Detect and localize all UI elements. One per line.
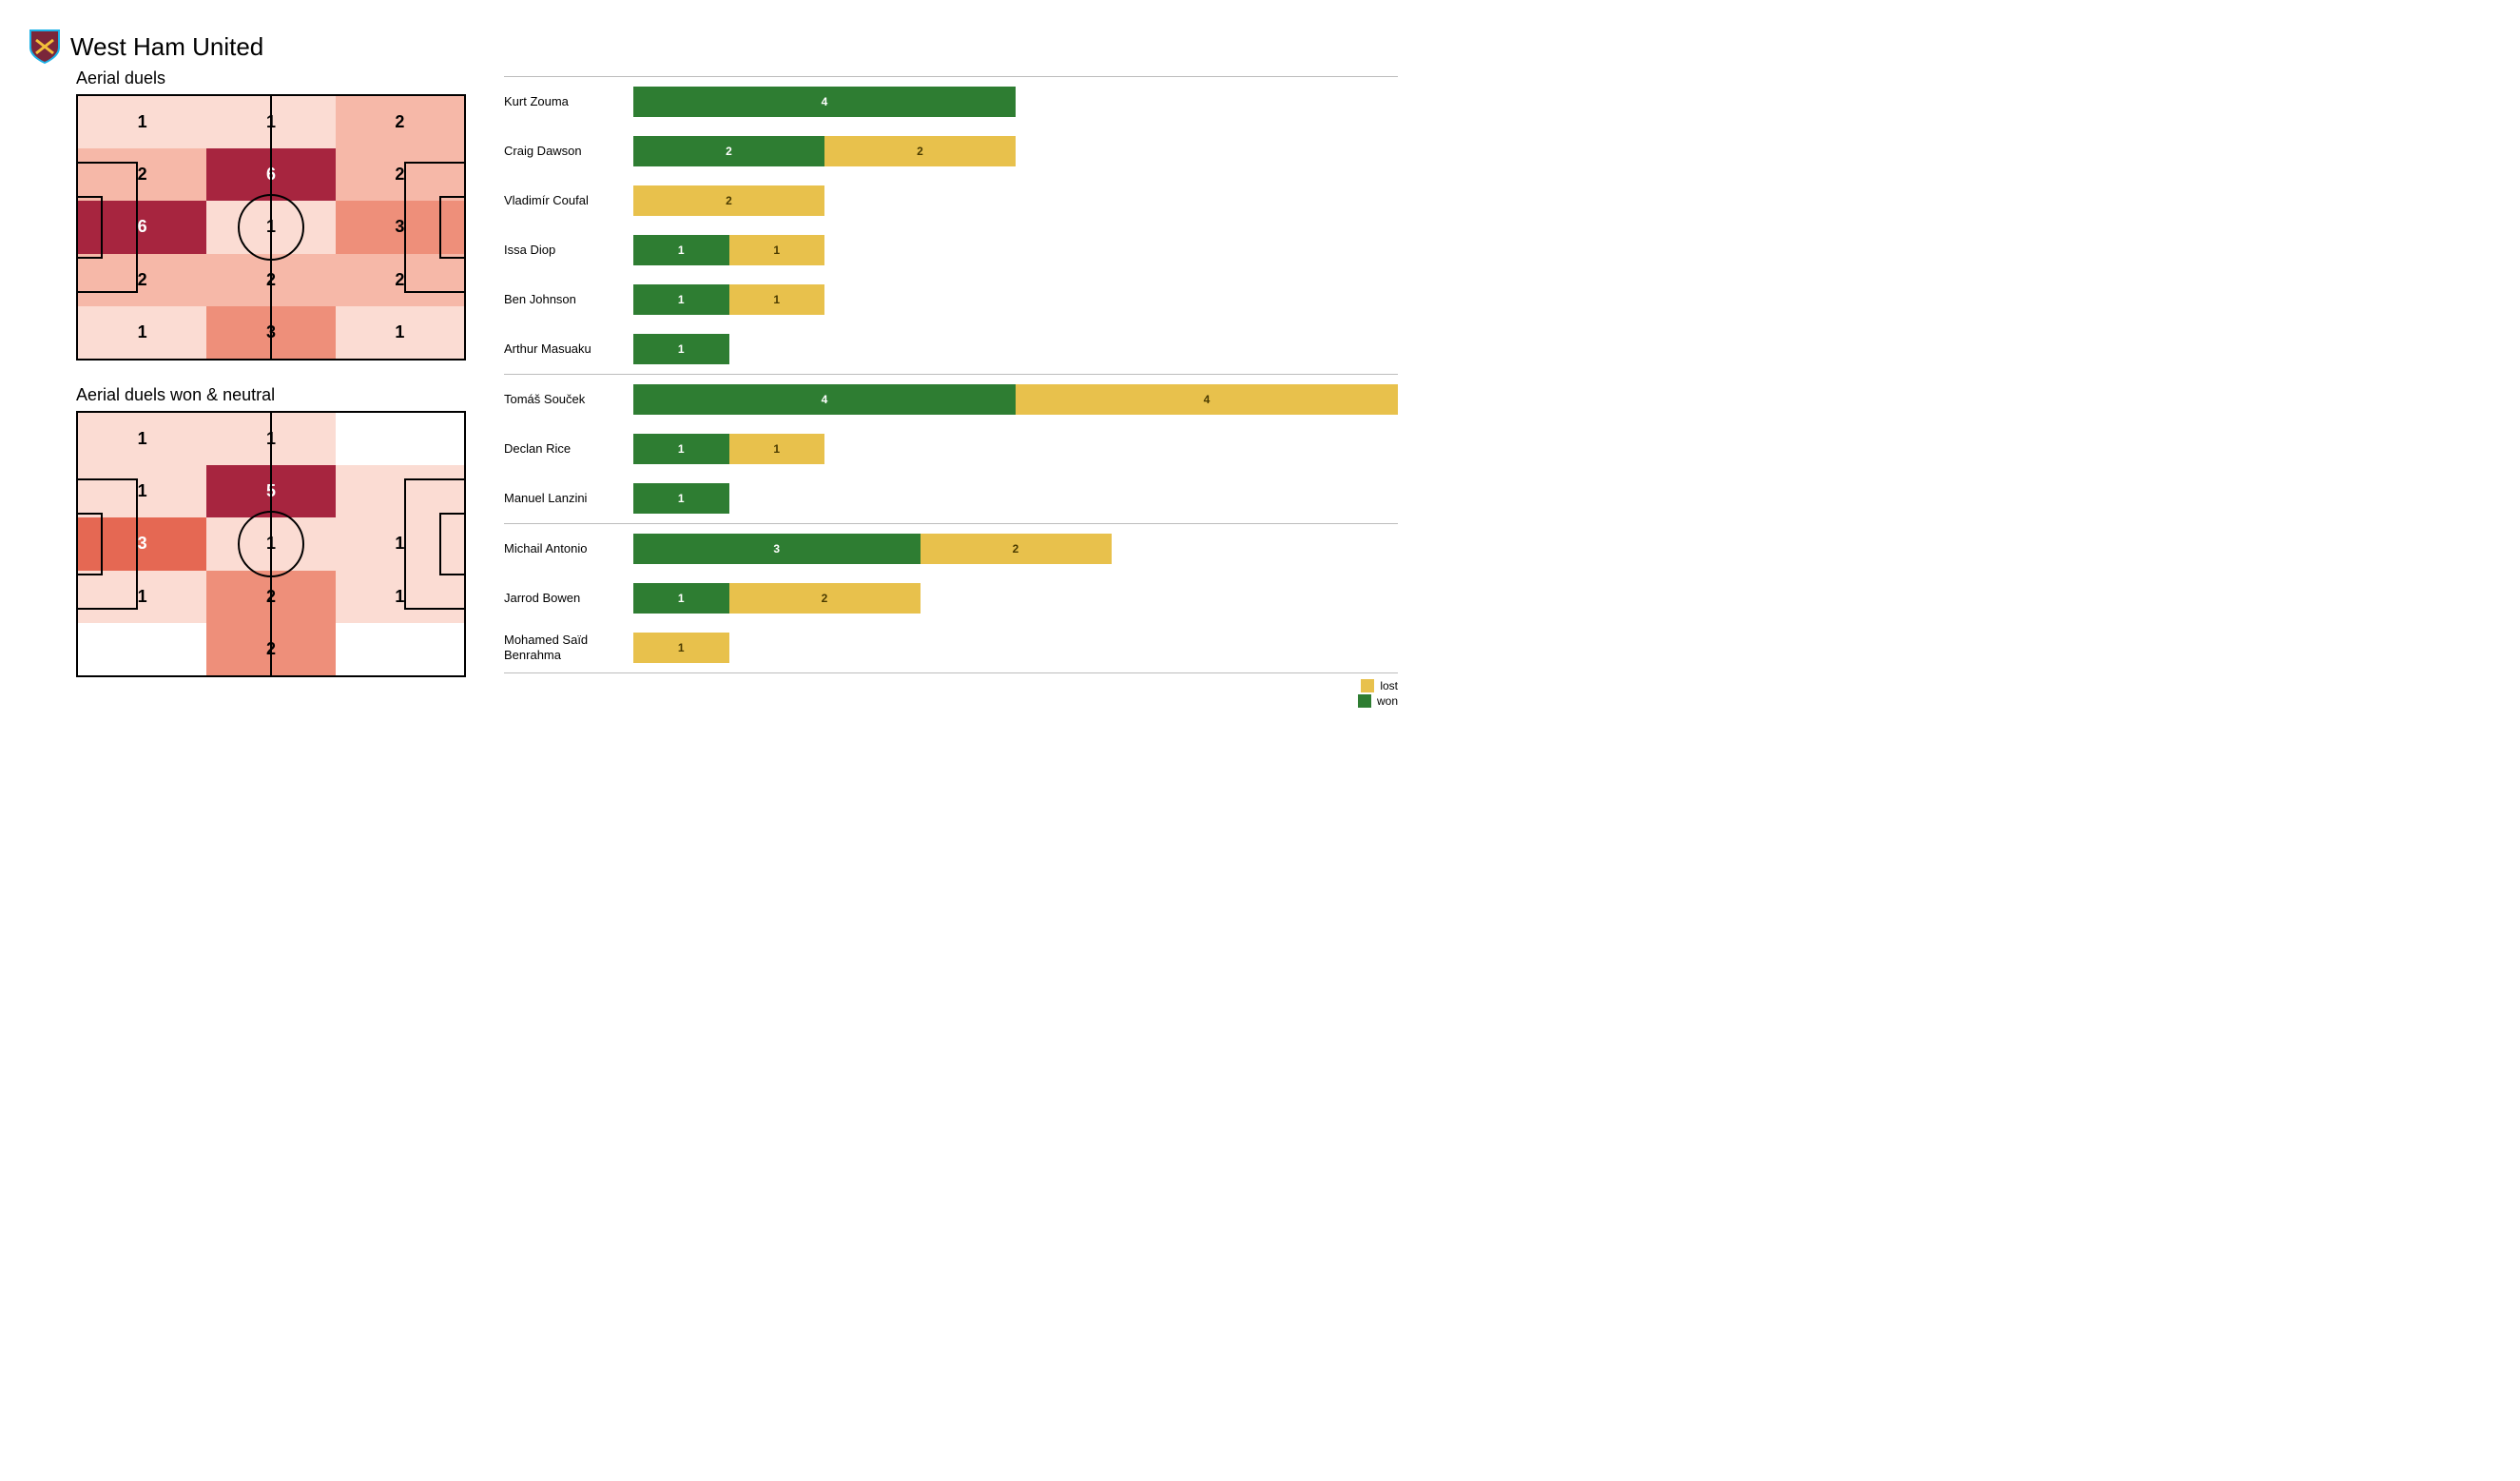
bar-segment-won: 1 (633, 583, 729, 614)
bar-segment-lost: 2 (824, 136, 1016, 166)
bar-segment-won: 4 (633, 87, 1016, 117)
bar-track: 1 (633, 633, 1398, 663)
player-name: Tomáš Souček (504, 392, 618, 407)
bar-segment-won: 1 (633, 284, 729, 315)
player-name: Issa Diop (504, 243, 618, 258)
bar-segment-lost: 1 (729, 284, 825, 315)
player-name: Arthur Masuaku (504, 341, 618, 357)
heat-cell: 1 (78, 306, 206, 359)
heat-cell: 1 (78, 413, 206, 465)
player-name: Craig Dawson (504, 144, 618, 159)
bar-track: 4 (633, 87, 1398, 117)
bar-segment-lost: 1 (729, 235, 825, 265)
bar-segment-won: 3 (633, 534, 921, 564)
page-root: West Ham United Aerial duels112262613222… (29, 29, 1398, 708)
pitch-box-left-inner (76, 196, 103, 259)
pitch-center-circle (238, 194, 304, 261)
player-name: Jarrod Bowen (504, 591, 618, 606)
bar-row: Michail Antonio 32 (504, 524, 1398, 574)
bar-segment-lost: 2 (633, 185, 824, 216)
bar-track: 12 (633, 583, 1398, 614)
legend: lost won (504, 679, 1398, 708)
bar-row: Ben Johnson 11 (504, 275, 1398, 324)
pitch: 11153111212 (76, 411, 466, 677)
bar-segment-lost: 1 (729, 434, 825, 464)
bar-segment-won: 4 (633, 384, 1016, 415)
bar-row: Vladimír Coufal 2 (504, 176, 1398, 225)
player-name: Manuel Lanzini (504, 491, 618, 506)
pitch: 112262613222131 (76, 94, 466, 361)
bar-row: Issa Diop 11 (504, 225, 1398, 275)
bars-section: Kurt Zouma4Craig Dawson22Vladimír Coufal… (504, 76, 1398, 374)
pitch-box-right-inner (439, 513, 466, 575)
heat-cell (78, 623, 206, 675)
bar-track: 44 (633, 384, 1398, 415)
bar-segment-lost: 2 (921, 534, 1112, 564)
heatmaps-column: Aerial duels112262613222131Aerial duels … (29, 68, 466, 708)
bar-track: 11 (633, 235, 1398, 265)
legend-label: lost (1380, 679, 1398, 692)
player-name: Ben Johnson (504, 292, 618, 307)
bar-row: Manuel Lanzini 1 (504, 474, 1398, 523)
bars-section: Tomáš Souček44Declan Rice11Manuel Lanzin… (504, 374, 1398, 523)
bar-track: 22 (633, 136, 1398, 166)
bar-track: 1 (633, 483, 1398, 514)
content: Aerial duels112262613222131Aerial duels … (29, 68, 1398, 708)
bar-row: Craig Dawson 22 (504, 127, 1398, 176)
pitch-box-left-inner (76, 513, 103, 575)
bar-segment-lost: 1 (633, 633, 729, 663)
legend-item: lost (1361, 679, 1398, 692)
bar-track: 2 (633, 185, 1398, 216)
heat-cell: 1 (78, 96, 206, 148)
heatmap-block: Aerial duels won & neutral 11153111212 (76, 385, 466, 677)
player-name: Kurt Zouma (504, 94, 618, 109)
bar-segment-lost: 4 (1016, 384, 1398, 415)
bar-segment-won: 1 (633, 235, 729, 265)
bars-section: Michail Antonio32Jarrod Bowen12Mohamed S… (504, 523, 1398, 673)
legend-swatch (1358, 694, 1371, 708)
heatmap-block: Aerial duels112262613222131 (76, 68, 466, 361)
heat-cell: 2 (336, 96, 464, 148)
bar-row: Jarrod Bowen 12 (504, 574, 1398, 623)
heat-cell (336, 413, 464, 465)
legend-label: won (1377, 694, 1398, 708)
heat-cell: 1 (336, 306, 464, 359)
header: West Ham United (29, 29, 1398, 65)
bar-row: Arthur Masuaku 1 (504, 324, 1398, 374)
player-name: Declan Rice (504, 441, 618, 457)
bar-track: 1 (633, 334, 1398, 364)
heatmap-title: Aerial duels (76, 68, 466, 88)
bar-track: 11 (633, 434, 1398, 464)
legend-item: won (1358, 694, 1398, 708)
team-crest-icon (29, 29, 61, 65)
bar-segment-won: 1 (633, 334, 729, 364)
heat-cell (336, 623, 464, 675)
player-name: Vladimír Coufal (504, 193, 618, 208)
bar-row: Kurt Zouma 4 (504, 77, 1398, 127)
team-title: West Ham United (70, 32, 263, 62)
bar-segment-won: 1 (633, 434, 729, 464)
player-name: Mohamed Saïd Benrahma (504, 633, 618, 662)
pitch-box-right-inner (439, 196, 466, 259)
bars-column: Kurt Zouma4Craig Dawson22Vladimír Coufal… (504, 68, 1398, 708)
bar-row: Declan Rice 11 (504, 424, 1398, 474)
bar-row: Mohamed Saïd Benrahma 1 (504, 623, 1398, 672)
bar-track: 32 (633, 534, 1398, 564)
bar-segment-won: 1 (633, 483, 729, 514)
bar-track: 11 (633, 284, 1398, 315)
pitch-center-circle (238, 511, 304, 577)
player-name: Michail Antonio (504, 541, 618, 556)
bar-segment-lost: 2 (729, 583, 921, 614)
legend-swatch (1361, 679, 1374, 692)
bar-row: Tomáš Souček 44 (504, 375, 1398, 424)
heatmap-title: Aerial duels won & neutral (76, 385, 466, 405)
bar-segment-won: 2 (633, 136, 824, 166)
